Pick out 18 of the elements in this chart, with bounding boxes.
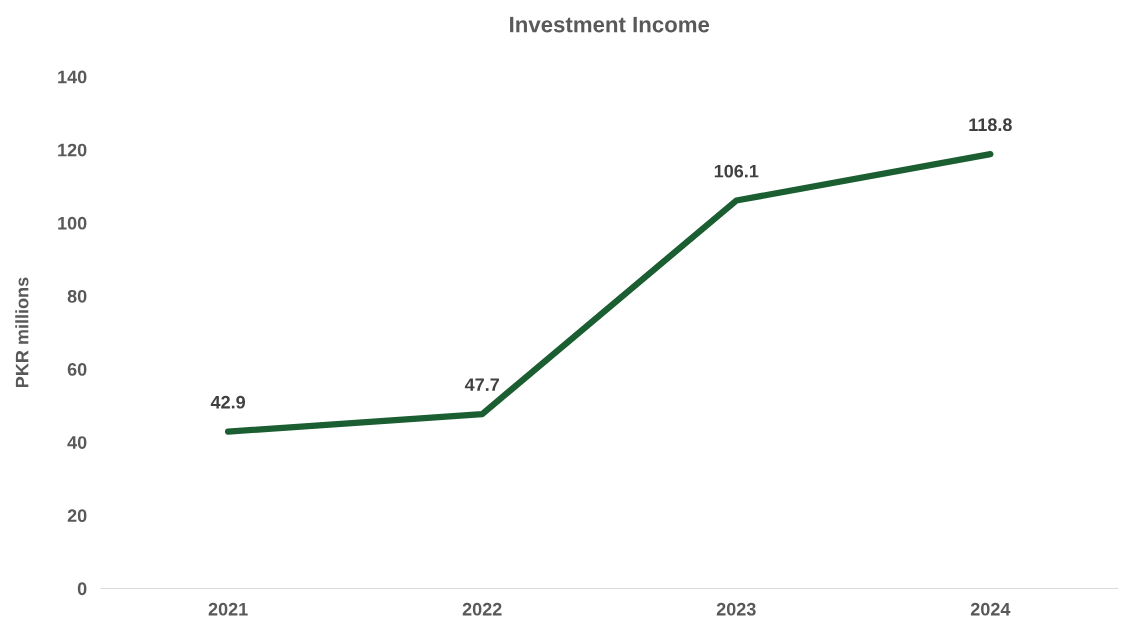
y-tick-label: 0: [77, 582, 87, 596]
y-tick-label: 80: [67, 289, 87, 303]
y-tick-label: 20: [67, 509, 87, 523]
y-tick-label: 120: [58, 143, 87, 157]
data-label: 47.7: [464, 378, 499, 391]
x-tick-label: 2024: [970, 602, 1011, 616]
x-tick-label: 2021: [208, 602, 248, 616]
data-label: 118.8: [969, 118, 1012, 132]
y-tick-label: 60: [67, 363, 87, 376]
y-tick-label: 140: [58, 70, 87, 84]
y-tick-label: 40: [67, 436, 87, 449]
y-tick-label: 100: [58, 216, 87, 230]
y-axis-title: PKR millions: [15, 277, 29, 387]
data-label: 42.9: [210, 395, 246, 409]
x-tick-label: 2022: [462, 602, 502, 616]
chart-title: Investment Income: [510, 16, 710, 33]
data-label: 106.1: [714, 164, 759, 178]
x-tick-label: 2023: [716, 602, 756, 616]
